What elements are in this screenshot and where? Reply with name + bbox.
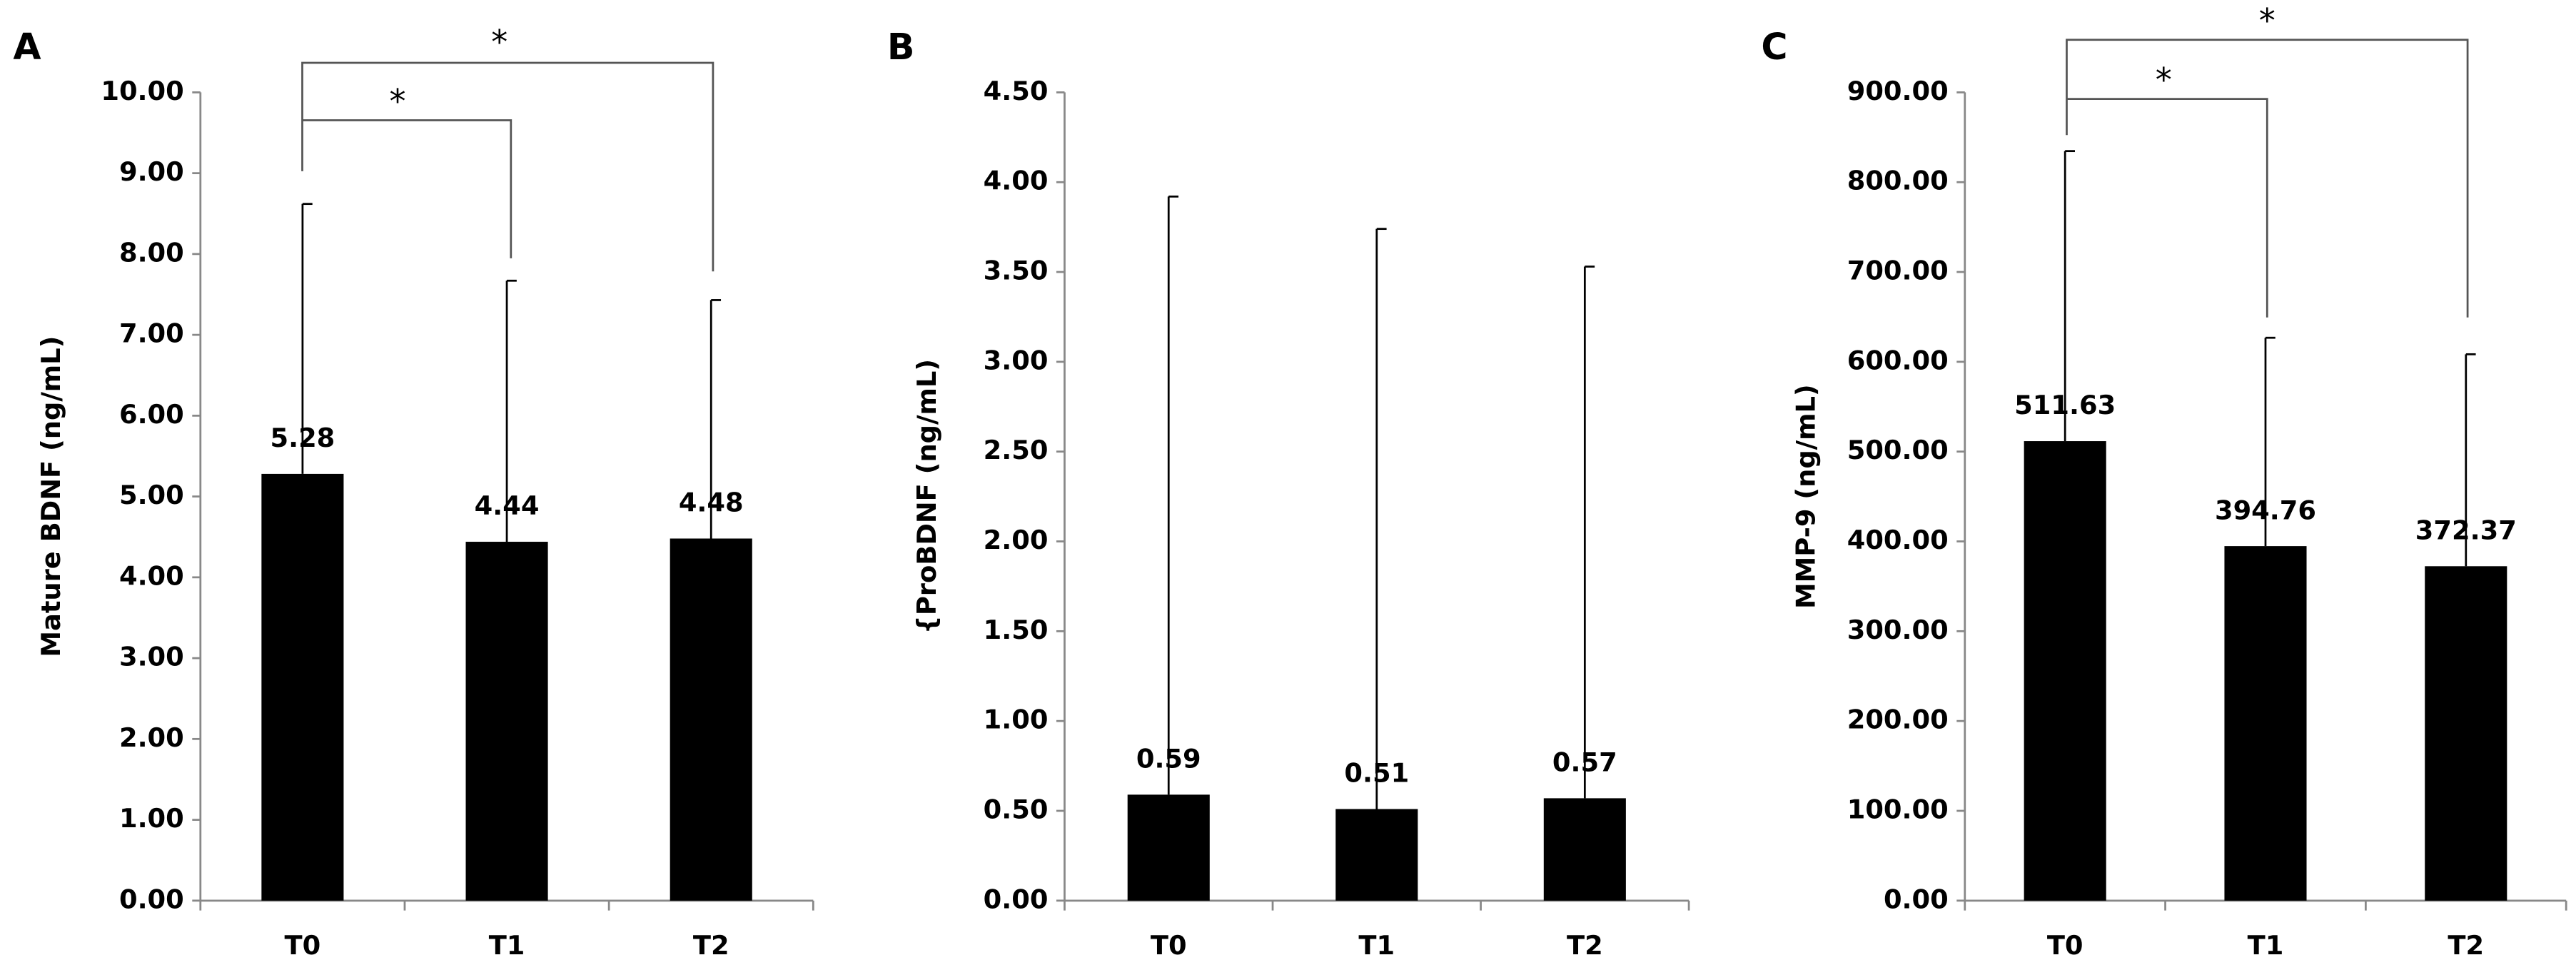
bracket	[302, 119, 512, 258]
bar	[465, 542, 548, 901]
x-tick-label: T0	[285, 930, 321, 961]
y-tick-label: 0.00	[984, 884, 1049, 914]
y-tick-label: 4.00	[119, 560, 184, 591]
y-tick-label: 4.00	[984, 166, 1049, 196]
data-label: 0.59	[1136, 744, 1201, 774]
data-label: 372.37	[2415, 515, 2517, 545]
data-label: 4.48	[679, 487, 744, 518]
data-label: 5.28	[270, 423, 335, 453]
bar	[2024, 441, 2106, 901]
x-tick-label: T2	[1567, 930, 1603, 961]
y-tick-label: 3.50	[984, 256, 1049, 286]
y-tick-label: 2.00	[984, 525, 1049, 555]
y-tick-label: 3.00	[984, 345, 1049, 375]
y-tick-label: 600.00	[1847, 345, 1949, 375]
x-tick-label: T0	[1151, 930, 1187, 961]
significance-star: *	[2156, 61, 2172, 99]
y-tick-label: 1.00	[119, 803, 184, 834]
y-axis-label: {ProBDNF (ng/mL)	[911, 359, 942, 635]
x-tick-label: T1	[1358, 930, 1395, 961]
bar	[1127, 794, 1210, 901]
x-tick-label: T0	[2047, 930, 2083, 961]
brackets-a	[301, 61, 714, 272]
significance-star: *	[2259, 1, 2276, 40]
y-axis-label: MMP-9 (ng/mL)	[1790, 384, 1821, 609]
y-tick-label: 4.50	[984, 76, 1049, 106]
bracket	[2066, 98, 2268, 318]
y-tick-label: 2.50	[984, 435, 1049, 465]
panel-label: C	[1761, 26, 1787, 68]
x-tick-label: T1	[489, 930, 525, 961]
bar	[261, 473, 344, 901]
y-tick-label: 5.00	[119, 480, 184, 510]
y-tick-label: 0.50	[984, 794, 1049, 824]
bar	[670, 538, 752, 901]
y-tick-label: 10.00	[101, 76, 183, 106]
data-label: 4.44	[475, 490, 540, 521]
y-tick-label: 6.00	[119, 399, 184, 430]
panel-label: B	[887, 26, 915, 68]
y-tick-label: 700.00	[1847, 256, 1949, 286]
x-tick-label: T2	[2448, 930, 2484, 961]
y-tick-label: 1.00	[984, 704, 1049, 735]
panel-label: A	[13, 26, 41, 68]
y-tick-label: 100.00	[1847, 794, 1949, 824]
data-label: 394.76	[2215, 495, 2316, 525]
brackets-c	[2066, 39, 2469, 318]
y-tick-label: 1.50	[984, 615, 1049, 645]
y-tick-label: 8.00	[119, 237, 184, 268]
y-tick-label: 900.00	[1847, 76, 1949, 106]
y-tick-label: 0.00	[119, 884, 184, 914]
significance-star: *	[491, 23, 507, 61]
bracket	[301, 61, 714, 272]
y-tick-label: 7.00	[119, 318, 184, 349]
y-tick-label: 200.00	[1847, 704, 1949, 735]
y-tick-label: 2.00	[119, 722, 184, 753]
y-tick-label: 500.00	[1847, 435, 1949, 465]
bar	[2425, 566, 2507, 901]
data-label: 511.63	[2014, 390, 2116, 420]
bar	[2224, 546, 2307, 901]
data-label: 0.57	[1552, 747, 1617, 778]
y-tick-label: 9.00	[119, 156, 184, 187]
bracket	[2066, 39, 2469, 318]
y-tick-label: 3.00	[119, 642, 184, 672]
y-tick-label: 800.00	[1847, 166, 1949, 196]
y-tick-label: 400.00	[1847, 525, 1949, 555]
bar	[1335, 809, 1418, 901]
y-axis-label: Mature BDNF (ng/mL)	[36, 336, 66, 657]
y-tick-label: 0.00	[1884, 884, 1949, 914]
x-tick-label: T2	[693, 930, 729, 961]
significance-star: *	[389, 82, 405, 121]
x-tick-label: T1	[2248, 930, 2284, 961]
bar	[1543, 798, 1626, 901]
data-label: 0.51	[1344, 758, 1409, 789]
y-tick-label: 300.00	[1847, 615, 1949, 645]
